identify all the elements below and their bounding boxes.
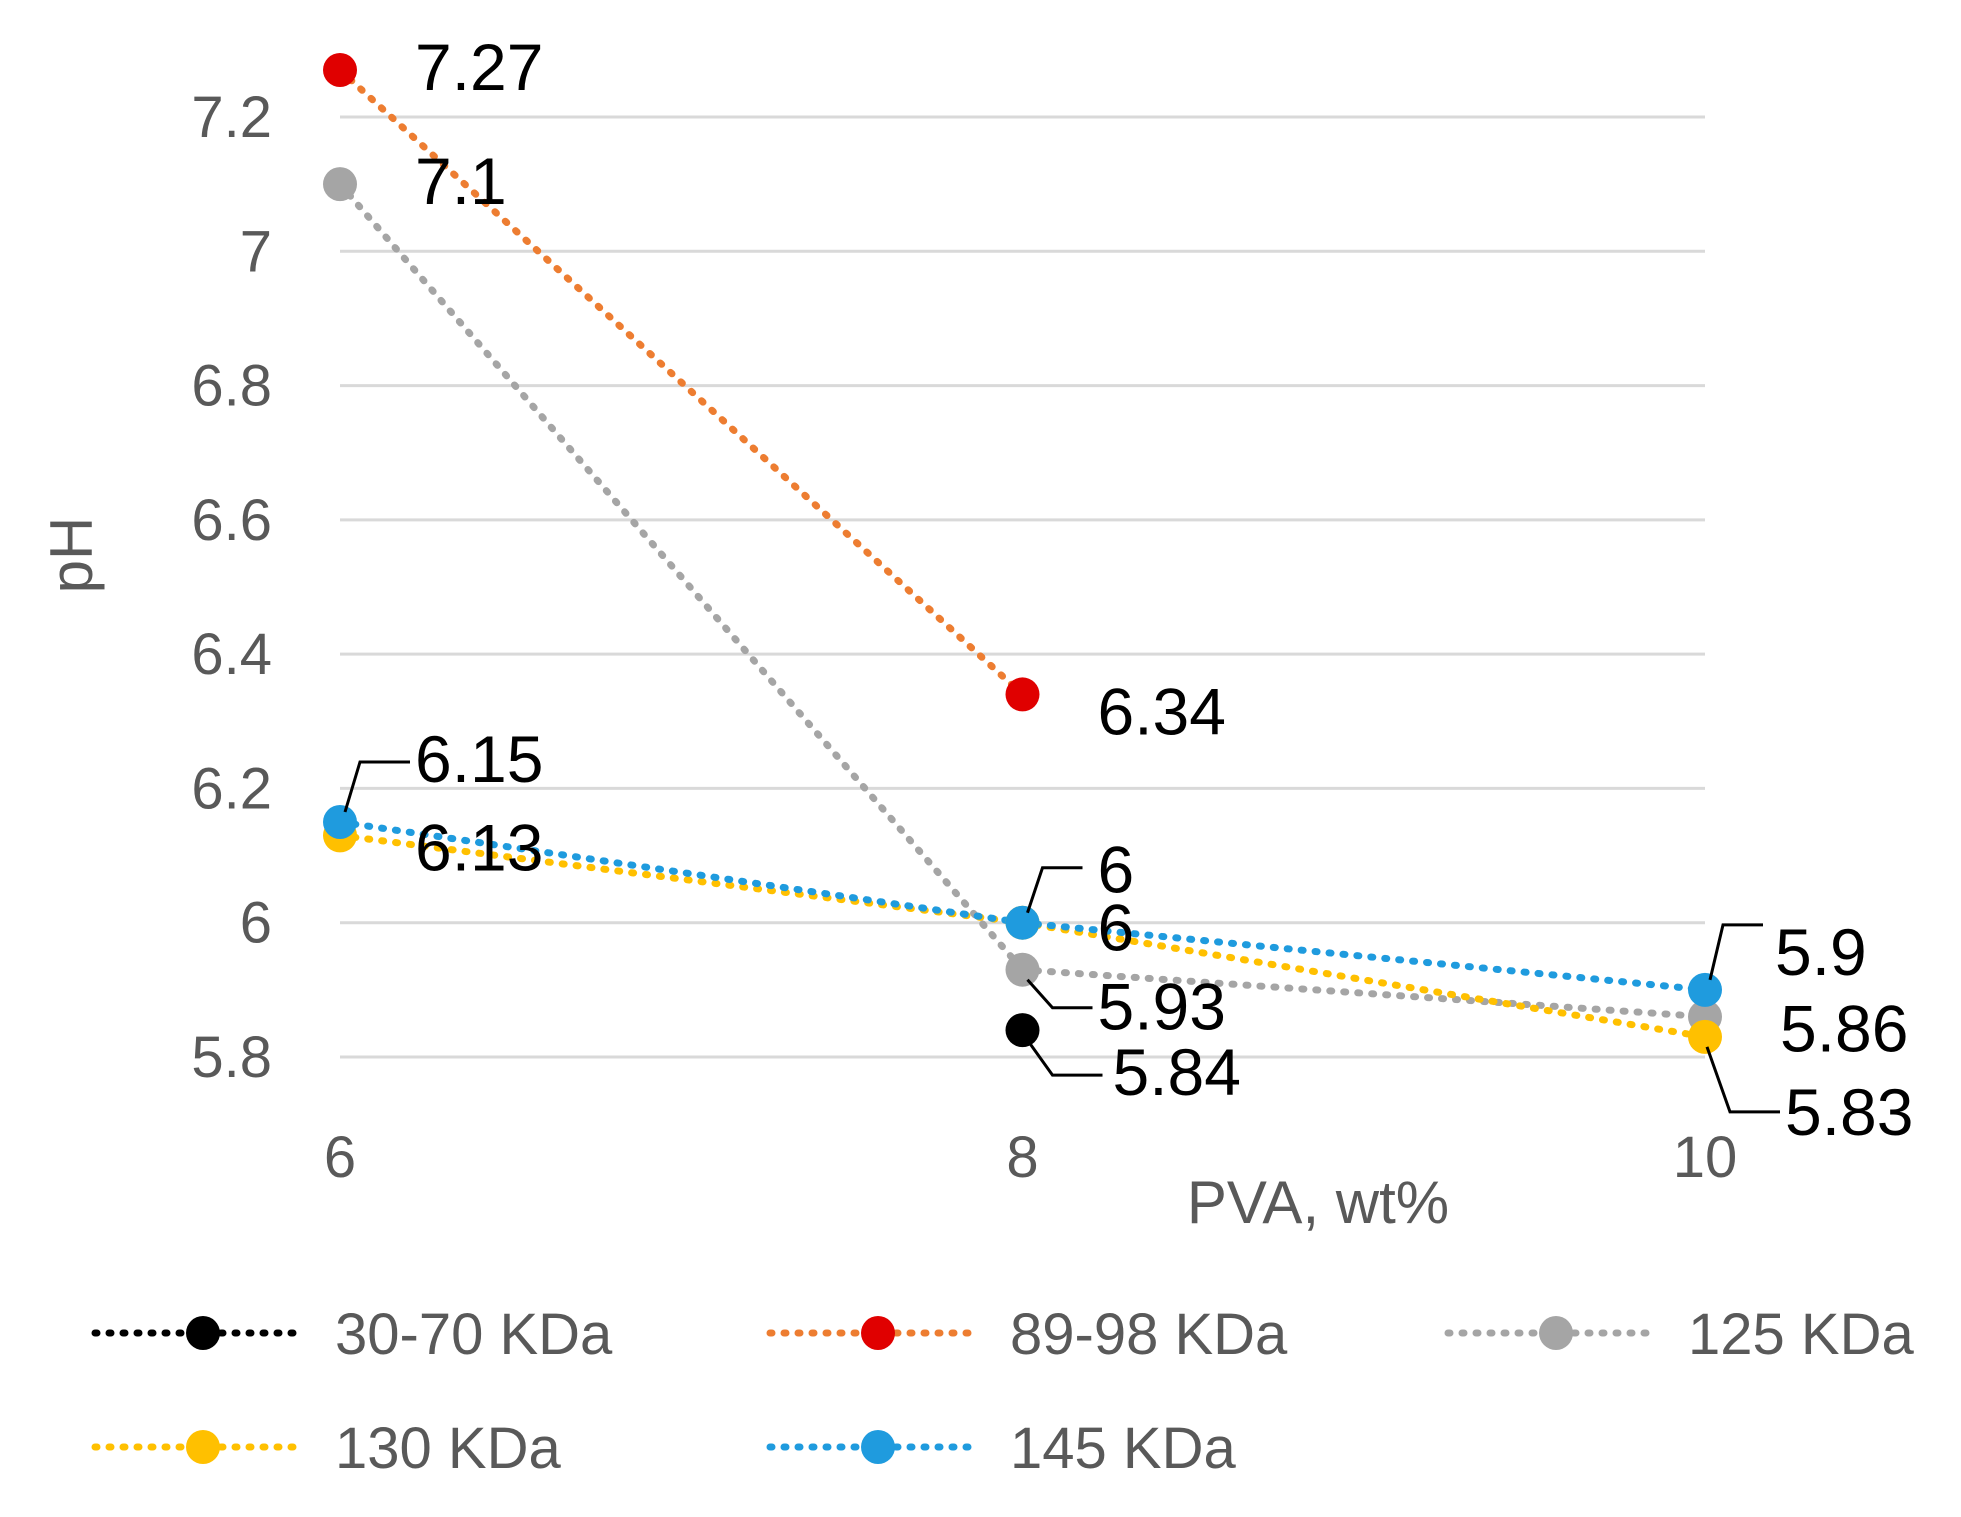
- data-point: [323, 53, 357, 87]
- axes: pH PVA, wt% 5.8 6 6.2 6.4 6.6 6.8 7 7.2 6 8 10: [38, 85, 1737, 1236]
- legend-swatch-marker: [861, 1430, 895, 1464]
- data-point: [1005, 952, 1040, 987]
- data-labels: 5.84 7.27 6.34 7.1 5.93 5.86 6.13 6 5.83 6.15 6 5.9: [343, 30, 1913, 1149]
- data-label-leader: [343, 760, 410, 813]
- series-line-segment: [336, 818, 1026, 927]
- series-line-segment: [336, 180, 1026, 974]
- data-point: [1005, 677, 1040, 712]
- data-point: [1688, 972, 1722, 1007]
- legend-label: 30-70 KDa: [335, 1302, 613, 1367]
- y-tick-label: 7.2: [191, 85, 272, 150]
- legend-swatch-marker: [1539, 1316, 1573, 1350]
- x-tick-label: 8: [1006, 1125, 1038, 1190]
- legend-item: 125 KDa: [1444, 1302, 1914, 1367]
- legend-label: 145 KDa: [1010, 1416, 1236, 1481]
- x-tick-label: 6: [324, 1125, 356, 1190]
- legend-item: 89-98 KDa: [766, 1302, 1288, 1367]
- series-line-segment: [1019, 966, 1709, 1021]
- data-point: [323, 805, 357, 839]
- data-label: 6.34: [1098, 674, 1226, 748]
- x-tick-label: 10: [1673, 1125, 1738, 1190]
- data-label-leader: [1026, 1039, 1103, 1077]
- data-label: 7.1: [415, 144, 507, 218]
- data-label-leader: [1026, 978, 1093, 1010]
- legend-swatch-marker: [186, 1430, 220, 1464]
- data-label-leader: [1705, 1046, 1780, 1114]
- x-axis-title: PVA, wt%: [1187, 1169, 1449, 1236]
- legend-item: 145 KDa: [766, 1416, 1236, 1481]
- legend-item: 130 KDa: [91, 1416, 561, 1481]
- data-label: 6: [1098, 833, 1135, 907]
- data-label: 7.27: [415, 30, 543, 104]
- data-label: 5.83: [1785, 1075, 1913, 1149]
- data-label: 6: [1098, 891, 1135, 965]
- data-label-leader: [1026, 866, 1083, 914]
- y-tick-label: 6.6: [191, 488, 272, 553]
- series-line-segment: [1019, 919, 1709, 1041]
- data-point: [1005, 905, 1040, 940]
- data-label: 5.93: [1098, 970, 1226, 1044]
- data-label: 6.13: [415, 810, 543, 884]
- legend-swatch-marker: [861, 1316, 895, 1350]
- series-lines: [336, 66, 1709, 1041]
- legend-label: 130 KDa: [335, 1416, 561, 1481]
- data-point: [1005, 1013, 1040, 1048]
- series-line-segment: [1019, 919, 1709, 994]
- data-point: [323, 167, 357, 202]
- data-label: 6.15: [415, 722, 543, 796]
- series-markers: [323, 53, 1722, 1054]
- data-label: 5.84: [1113, 1035, 1241, 1109]
- data-label-leader: [1708, 923, 1763, 981]
- legend-item: 30-70 KDa: [91, 1302, 613, 1367]
- legend-label: 89-98 KDa: [1010, 1302, 1288, 1367]
- y-tick-label: 7: [240, 219, 272, 284]
- grid: [340, 115, 1705, 1059]
- y-tick-label: 6.2: [191, 756, 272, 821]
- y-tick-label: 5.8: [191, 1025, 272, 1090]
- data-point: [1688, 1019, 1722, 1054]
- series-line-segment: [336, 66, 1026, 698]
- legend: 30-70 KDa 89-98 KDa 125 KDa 130 KDa 145 KDa: [91, 1302, 1914, 1481]
- legend-label: 125 KDa: [1688, 1302, 1914, 1367]
- y-tick-label: 6: [240, 891, 272, 956]
- y-tick-label: 6.4: [191, 622, 272, 687]
- data-label: 5.9: [1775, 915, 1867, 989]
- legend-swatch-marker: [186, 1316, 220, 1350]
- data-label: 5.86: [1780, 992, 1908, 1066]
- y-tick-label: 6.8: [191, 354, 272, 419]
- y-axis-title: pH: [38, 517, 105, 594]
